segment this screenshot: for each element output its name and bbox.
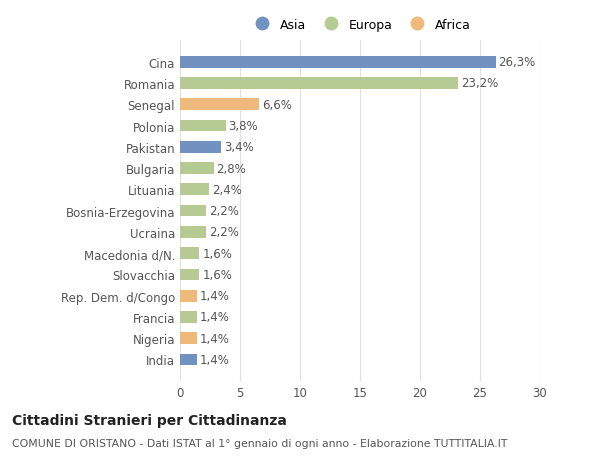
Text: 2,2%: 2,2% bbox=[209, 226, 239, 239]
Text: Cittadini Stranieri per Cittadinanza: Cittadini Stranieri per Cittadinanza bbox=[12, 413, 287, 427]
Bar bbox=[180, 99, 259, 111]
Bar bbox=[180, 311, 197, 323]
Bar bbox=[180, 248, 199, 259]
Bar bbox=[180, 78, 458, 90]
Text: 2,8%: 2,8% bbox=[217, 162, 247, 175]
Text: 1,4%: 1,4% bbox=[200, 332, 230, 345]
Text: 26,3%: 26,3% bbox=[499, 56, 536, 69]
Text: 1,4%: 1,4% bbox=[200, 311, 230, 324]
Bar bbox=[180, 120, 226, 132]
Text: 1,6%: 1,6% bbox=[202, 269, 232, 281]
Bar bbox=[180, 163, 214, 174]
Bar bbox=[180, 142, 221, 153]
Bar bbox=[180, 269, 199, 280]
Bar bbox=[180, 333, 197, 344]
Legend: Asia, Europa, Africa: Asia, Europa, Africa bbox=[250, 19, 470, 32]
Text: 1,4%: 1,4% bbox=[200, 353, 230, 366]
Text: 3,8%: 3,8% bbox=[229, 120, 258, 133]
Bar bbox=[180, 57, 496, 68]
Text: 3,4%: 3,4% bbox=[224, 141, 254, 154]
Text: 23,2%: 23,2% bbox=[461, 77, 499, 90]
Bar bbox=[180, 184, 209, 196]
Text: 6,6%: 6,6% bbox=[262, 99, 292, 112]
Text: COMUNE DI ORISTANO - Dati ISTAT al 1° gennaio di ogni anno - Elaborazione TUTTIT: COMUNE DI ORISTANO - Dati ISTAT al 1° ge… bbox=[12, 438, 508, 448]
Bar bbox=[180, 354, 197, 365]
Bar bbox=[180, 227, 206, 238]
Text: 2,2%: 2,2% bbox=[209, 205, 239, 218]
Text: 1,6%: 1,6% bbox=[202, 247, 232, 260]
Text: 2,4%: 2,4% bbox=[212, 184, 242, 196]
Bar bbox=[180, 290, 197, 302]
Text: 1,4%: 1,4% bbox=[200, 290, 230, 302]
Bar bbox=[180, 205, 206, 217]
